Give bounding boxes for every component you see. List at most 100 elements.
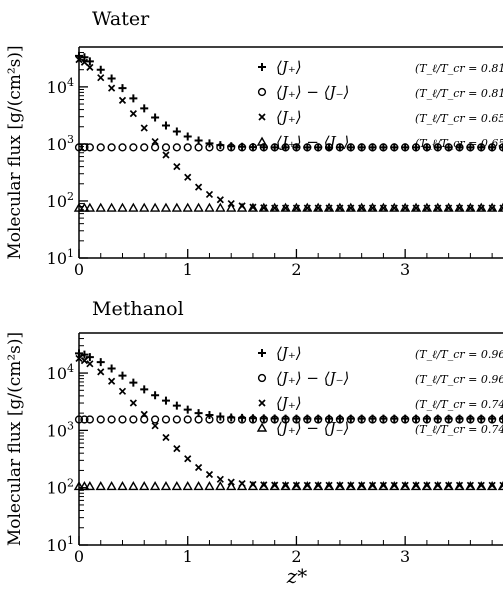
- data-point: [182, 481, 193, 491]
- legend-condition: (T_ℓ/T_cr = 0.814): [415, 87, 503, 100]
- y-tick-label: 103: [47, 419, 74, 440]
- data-point: [356, 481, 367, 491]
- data-point: [96, 143, 105, 152]
- data-point: [477, 204, 485, 212]
- data-point: [75, 56, 83, 64]
- data-point: [466, 415, 475, 424]
- data-point: [401, 204, 409, 212]
- data-point: [160, 202, 172, 212]
- series-2: [74, 143, 503, 152]
- data-point: [335, 143, 345, 152]
- legend-label: ⟨J₊⟩ − ⟨J₋⟩: [276, 133, 349, 151]
- x-tick-label: 3: [400, 547, 410, 566]
- data-point: [477, 415, 486, 424]
- legend-label: ⟨J₊⟩: [276, 394, 302, 412]
- data-point: [411, 415, 421, 424]
- data-point: [336, 204, 344, 212]
- y-axis-label: Molecular flux [g/(cm²s)]: [5, 332, 25, 546]
- data-point: [357, 143, 366, 152]
- data-point: [80, 415, 89, 424]
- data-point: [129, 109, 137, 118]
- x-tick-label: 1: [183, 260, 193, 279]
- data-point: [108, 377, 116, 385]
- data-point: [334, 202, 346, 212]
- data-point: [194, 463, 203, 472]
- legend-marker: [256, 136, 268, 146]
- data-point: [171, 202, 183, 212]
- data-point: [368, 415, 377, 424]
- data-point: [129, 378, 138, 387]
- data-point: [432, 202, 443, 212]
- data-point: [498, 415, 503, 424]
- legend-condition: (T_ℓ/T_cr = 0.659): [415, 137, 503, 150]
- data-point: [445, 204, 453, 212]
- data-point: [497, 202, 503, 212]
- data-point: [80, 143, 89, 152]
- data-point: [160, 481, 172, 491]
- data-point: [486, 481, 498, 491]
- data-point: [390, 143, 399, 152]
- data-point: [216, 196, 224, 204]
- data-point: [291, 481, 302, 491]
- data-point: [184, 455, 192, 463]
- data-point: [367, 481, 378, 491]
- data-point: [205, 470, 214, 479]
- data-point: [443, 202, 454, 212]
- data-point: [237, 415, 247, 424]
- data-point: [488, 204, 496, 212]
- data-point: [486, 202, 498, 212]
- data-point: [172, 143, 181, 152]
- data-point: [194, 183, 203, 191]
- data-point: [80, 350, 89, 359]
- data-point: [139, 202, 150, 212]
- data-point: [270, 143, 279, 152]
- data-point: [118, 84, 127, 93]
- data-point: [455, 204, 464, 212]
- data-point: [443, 481, 454, 491]
- data-point: [149, 202, 161, 212]
- data-point: [466, 143, 475, 152]
- legend-marker: [258, 113, 266, 121]
- data-point: [172, 127, 181, 136]
- data-point: [368, 204, 377, 212]
- data-point: [149, 481, 161, 491]
- data-point: [324, 143, 334, 152]
- data-point: [356, 202, 367, 212]
- data-point: [390, 204, 398, 212]
- data-point: [183, 143, 192, 152]
- data-point: [303, 204, 311, 212]
- data-point: [346, 143, 355, 152]
- data-point: [399, 202, 411, 212]
- data-point: [151, 422, 159, 430]
- data-point: [335, 143, 344, 152]
- panel-title: Water: [92, 8, 150, 30]
- data-point: [247, 202, 259, 212]
- data-point: [303, 143, 312, 152]
- data-point: [454, 202, 465, 212]
- series-2: [74, 415, 503, 424]
- data-point: [85, 143, 94, 152]
- panel-water: Water 101 102 103 104 0 1 2 3 Molecular flux [g/(…: [5, 8, 503, 279]
- data-point: [96, 415, 105, 424]
- data-point: [270, 143, 279, 152]
- data-point: [216, 143, 225, 152]
- data-point: [204, 202, 215, 212]
- data-point: [107, 143, 116, 152]
- data-point: [498, 143, 503, 152]
- data-point: [433, 143, 442, 152]
- data-point: [367, 202, 378, 212]
- data-point: [422, 143, 431, 152]
- data-point: [161, 415, 171, 424]
- data-point: [227, 415, 236, 424]
- data-point: [466, 143, 475, 152]
- data-point: [455, 143, 464, 152]
- data-point: [421, 202, 433, 212]
- legend-condition: (T_ℓ/T_cr = 0.743): [415, 423, 503, 436]
- data-point: [347, 204, 355, 212]
- data-point: [292, 415, 301, 424]
- data-point: [423, 204, 431, 212]
- data-point: [434, 204, 442, 212]
- data-point: [97, 74, 105, 82]
- data-point: [258, 202, 270, 212]
- data-point: [248, 415, 258, 424]
